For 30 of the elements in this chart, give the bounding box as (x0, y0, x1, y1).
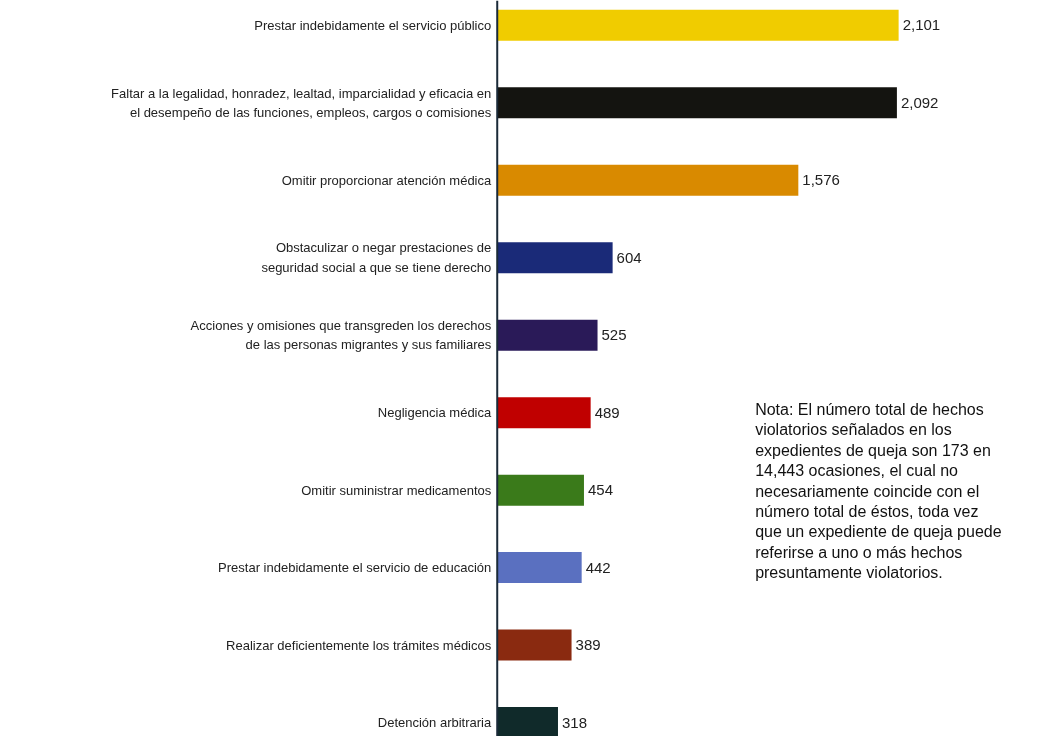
y-tick-label: Prestar indebidamente el servicio público (254, 17, 492, 33)
y-tick-label: Omitir suministrar medicamentos (301, 482, 492, 498)
data-label: 454 (587, 481, 613, 499)
data-label: 2,092 (900, 93, 939, 111)
y-tick-label: Prestar indebidamente el servicio de educación (218, 560, 492, 576)
bar (497, 474, 584, 506)
bar (497, 629, 572, 661)
data-label: 389 (575, 636, 601, 654)
y-tick-label: Detención arbitraria (377, 715, 492, 731)
text: Nota: El número total de hechos violatorios señalados en los expedientes de queja son 173 en 14,443 ocasiones, el cual no necesariamente coincide con el número total de éstos, toda vez que un expediente de queja puede referirse a uno o más hechos presuntamente violatorios. (755, 401, 1002, 582)
bar (497, 87, 897, 119)
data-label: 489 (594, 403, 620, 421)
data-label: 1,576 (802, 171, 840, 189)
y-tick-label: Acciones y omisiones que transgreden los derechos de las personas migrantes y sus familiares (190, 317, 492, 353)
bar (497, 552, 582, 584)
y-tick-label: Realizar deficientemente los trámites médicos (226, 637, 492, 653)
data-label: 442 (585, 558, 611, 576)
data-label: 604 (616, 248, 642, 266)
data-label: 525 (601, 326, 627, 344)
data-label: 2,101 (902, 16, 941, 34)
bar (497, 397, 591, 429)
bar (497, 319, 598, 351)
data-label: 318 (561, 713, 588, 731)
y-tick-label: Obstaculizar o negar prestaciones de seguridad social a que se tiene derecho (261, 240, 492, 275)
y-tick-label: Omitir proporcionar atención médica (281, 172, 492, 188)
y-tick-label: Negligencia médica (377, 405, 492, 421)
bar (497, 9, 899, 41)
y-tick-label: Faltar a la legalidad, honradez, lealtad, imparcialidad y eficacia en el desempeño de las funciones, empleos, cargos o comisiones (111, 85, 492, 121)
bar (497, 164, 799, 196)
bar (497, 242, 613, 274)
